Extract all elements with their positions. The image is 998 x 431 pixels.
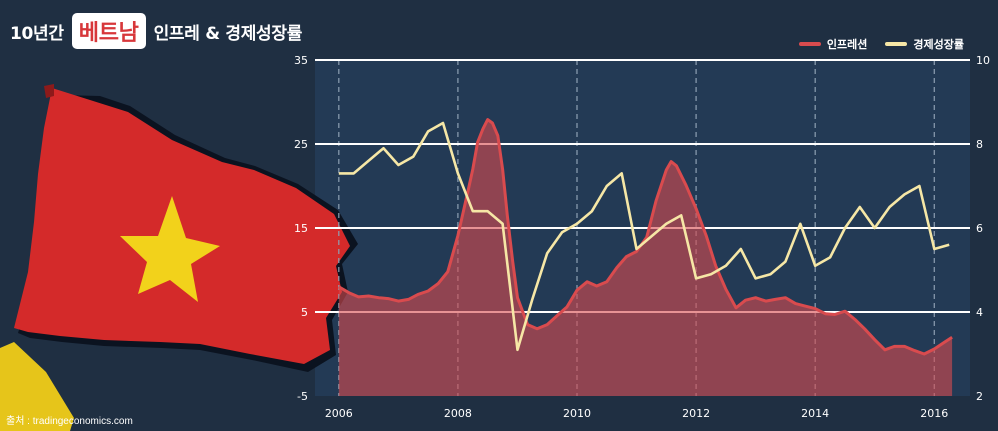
x-tick-label: 2010 <box>563 407 591 420</box>
legend-label-inflation: 인프레션 <box>826 38 868 51</box>
title-suffix: 인프레 & 경제성장률 <box>153 23 303 44</box>
axes: 2006 2008 2010 2012 2014 2016 35 25 15 5 -5 10 8 6 4 2 <box>294 54 990 420</box>
legend-item-gdp: 경제성장률 <box>885 36 964 52</box>
flag-pole <box>44 84 54 98</box>
chart-title: 10년간 베트남 인프레 & 경제성장률 <box>10 13 303 49</box>
title-highlight: 베트남 <box>71 13 146 49</box>
y-right-tick-label: 2 <box>976 390 983 403</box>
y-right-tick-label: 4 <box>976 306 983 319</box>
y-left-tick-label: -5 <box>297 390 308 403</box>
legend-item-inflation: 인프레션 <box>798 36 868 52</box>
y-left-tick-label: 35 <box>294 54 308 67</box>
source-note: 출처 : tradingeconomics.com <box>6 416 133 427</box>
inflation-series <box>338 118 953 396</box>
y-left-tick-label: 5 <box>301 306 308 319</box>
inflation-area <box>338 119 953 396</box>
y-right-tick-label: 10 <box>976 54 990 67</box>
x-tick-label: 2016 <box>920 407 948 420</box>
yellow-flag-corner <box>0 342 74 431</box>
y-right-tick-label: 6 <box>976 222 983 235</box>
y-right-tick-label: 8 <box>976 138 983 151</box>
vietnam-flag-image <box>0 84 358 431</box>
chart-legend: 인프레션 경제성장률 <box>798 36 964 52</box>
x-tick-label: 2008 <box>444 407 472 420</box>
y-left-tick-label: 25 <box>294 138 308 151</box>
legend-swatch-gdp <box>885 42 908 46</box>
x-tick-label: 2014 <box>801 407 829 420</box>
legend-swatch-inflation <box>798 42 821 46</box>
x-tick-label: 2012 <box>682 407 710 420</box>
gdp-line <box>338 121 950 352</box>
gdp-series <box>338 121 950 352</box>
title-prefix: 10년간 <box>10 23 64 44</box>
inflation-line <box>338 118 953 356</box>
flag-star-icon <box>120 196 220 302</box>
y-left-tick-label: 15 <box>294 222 308 235</box>
legend-label-gdp: 경제성장률 <box>913 38 964 51</box>
x-tick-label: 2006 <box>325 407 353 420</box>
